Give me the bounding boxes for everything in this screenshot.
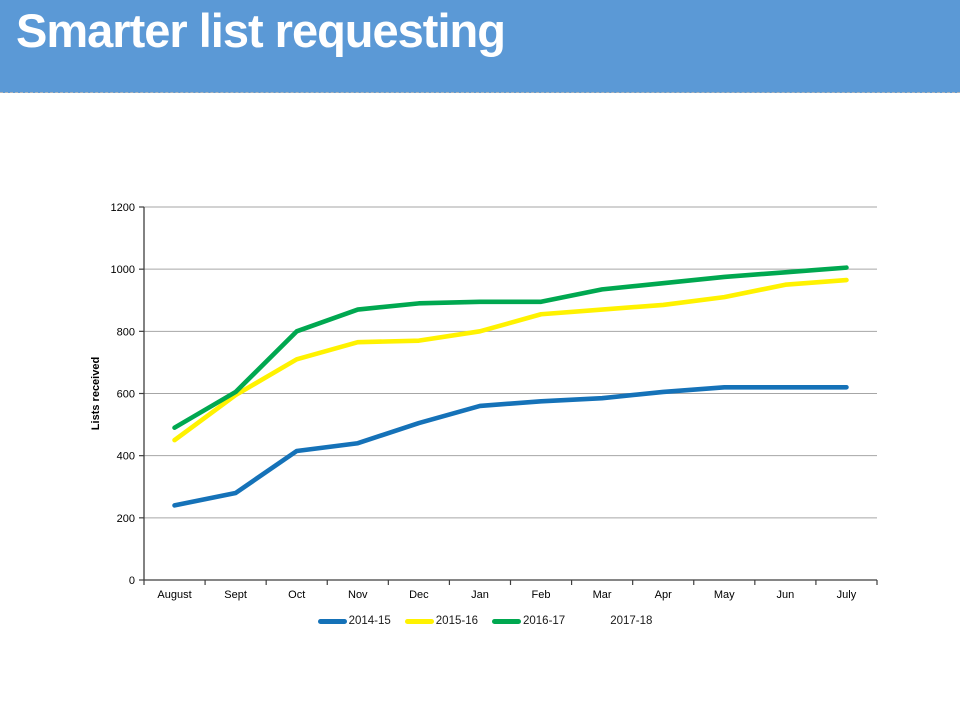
y-tick-label: 600 [117,389,135,401]
x-tick-label: August [157,589,191,601]
lists-received-chart: 0 200 400 600 800 1000 1200 August Sept Oct Nov Dec… [85,195,885,650]
series-line-2016-17 [172,265,849,430]
y-axis-title: Lists received [90,357,102,430]
series-line-2015-16 [172,277,849,443]
x-tick-label: Feb [532,589,551,601]
y-tick-label: 800 [117,326,135,338]
x-tick-label: Apr [655,589,672,601]
legend-label: 2014-15 [348,615,391,627]
legend-swatch-2015-16 [404,618,434,624]
y-tick-label: 0 [129,575,135,587]
series-line-2014-15 [172,384,849,508]
legend-item-2016-17: 2016-17 [492,615,565,627]
legend-swatch-2017-18 [579,619,608,624]
x-tick-label: May [714,589,735,601]
x-tick-label: Sept [224,589,247,601]
legend-swatch-2016-17 [492,618,521,624]
y-tick-label: 400 [117,451,135,463]
x-tick-label: Dec [409,589,429,601]
slide-title: Smarter list requesting [16,4,506,57]
legend-item-2017-18: 2017-18 [579,615,652,627]
slide-header: Smarter list requesting [0,0,960,93]
y-tick-label: 200 [117,513,135,525]
y-tick-label: 1000 [111,264,135,276]
chart-legend: 2014-15 2015-16 2016-17 2017-18 [85,615,885,627]
legend-item-2015-16: 2015-16 [404,615,478,627]
x-tick-label: July [837,589,857,601]
legend-label: 2017-18 [610,615,653,627]
x-tick-label: Mar [593,589,612,601]
x-tick-label: Jan [471,589,489,601]
x-tick-label: Oct [288,589,305,601]
legend-label: 2016-17 [523,615,566,627]
legend-label: 2015-16 [435,615,478,627]
legend-item-2014-15: 2014-15 [317,615,391,627]
line-chart-canvas: 0 200 400 600 800 1000 1200 August Sept Oct Nov Dec… [90,202,878,601]
x-tick-label: Jun [777,589,795,601]
legend-swatch-2014-15 [317,618,347,624]
x-tick-label: Nov [348,589,368,601]
y-tick-label: 1200 [111,202,135,214]
